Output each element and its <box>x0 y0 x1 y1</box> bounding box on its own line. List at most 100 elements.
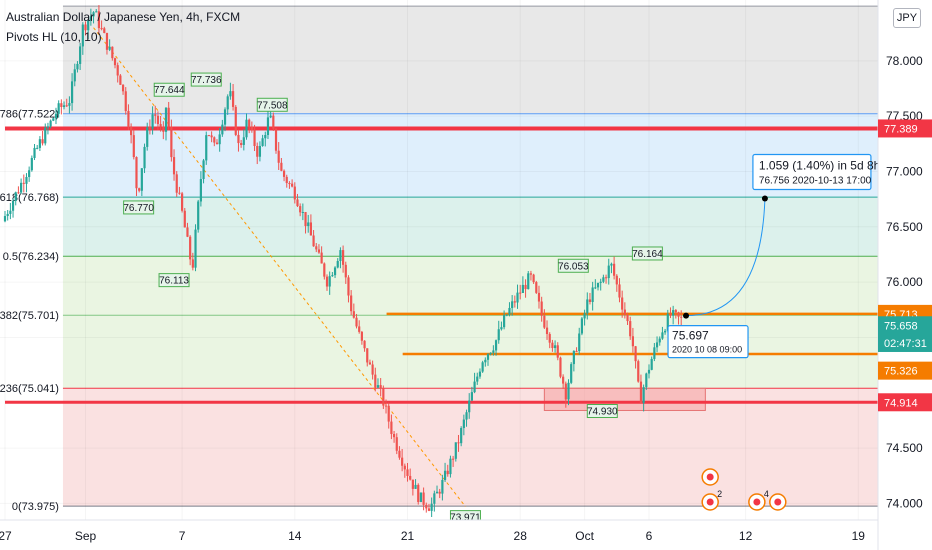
candle-body <box>202 160 205 180</box>
candle-body <box>556 345 559 358</box>
price-label-bg <box>878 316 932 335</box>
candle-body <box>6 213 9 217</box>
fib-label: 0.236(75.041) <box>0 383 59 395</box>
candle-body <box>489 352 492 355</box>
candle-body <box>572 350 575 365</box>
projection-curve <box>686 198 766 317</box>
candle-body <box>535 282 538 293</box>
candle-body <box>414 484 417 489</box>
candle-body <box>602 277 605 282</box>
candle-body <box>84 24 87 31</box>
candle-body <box>379 385 382 389</box>
candle-body <box>615 275 618 285</box>
candle-body <box>382 388 385 406</box>
candle-body <box>215 142 219 145</box>
candle-body <box>213 137 216 143</box>
candle-body <box>309 222 312 236</box>
candle-body <box>462 419 465 429</box>
candle-body <box>411 479 414 489</box>
price-label-bg <box>878 393 932 412</box>
y-tick-label: 78.000 <box>886 54 923 68</box>
candle-body <box>178 192 181 194</box>
indicator-label[interactable]: Pivots HL (10, 10) <box>6 30 102 44</box>
candle-body <box>79 46 82 64</box>
projection-change: 1.059 (1.40%) in 5d 8h <box>759 158 880 172</box>
candle-body <box>355 317 358 327</box>
fib-label: 0.382(75.701) <box>0 310 59 322</box>
price-label: 75.326 <box>884 366 918 378</box>
pivot-box <box>557 258 589 273</box>
candle-body <box>661 332 664 339</box>
candle-body <box>116 65 119 76</box>
candle-body <box>33 147 36 158</box>
currency-button[interactable]: JPY <box>893 8 921 28</box>
candle-body <box>312 235 315 247</box>
candle-body <box>588 299 592 302</box>
candle-body <box>384 405 388 407</box>
candle-body <box>443 470 447 480</box>
candle-body <box>392 434 396 438</box>
candle-body <box>591 287 594 302</box>
candle-body <box>41 139 44 144</box>
candle-body <box>315 246 318 250</box>
candle-body <box>304 212 307 227</box>
candle-body <box>154 114 157 116</box>
candle-body <box>11 200 15 211</box>
candle-body <box>371 364 374 375</box>
candle-body <box>419 492 423 502</box>
candle-body <box>481 362 484 372</box>
pivot-box <box>158 273 190 288</box>
candle-body <box>181 193 184 211</box>
pivot-box <box>190 72 222 87</box>
candle-body <box>344 264 347 278</box>
price-label: 74.914 <box>884 397 918 409</box>
candle-body <box>401 457 404 466</box>
pivot-label: 77.736 <box>191 75 222 86</box>
candle-body <box>266 117 270 135</box>
candle-body <box>148 127 151 129</box>
candle-body <box>537 292 541 302</box>
candle-body <box>113 58 117 66</box>
event-count: 2 <box>717 489 722 499</box>
candle-body <box>666 313 669 331</box>
price-label: 02:47:31 <box>884 338 927 350</box>
candle-body <box>25 177 28 184</box>
candle-body <box>553 345 557 349</box>
candle-body <box>68 103 71 106</box>
candle-body <box>296 199 299 207</box>
candle-body <box>403 465 406 470</box>
candle-body <box>92 12 95 17</box>
price-label-bg <box>878 119 932 138</box>
candle-body <box>301 212 304 214</box>
fib-zone <box>62 6 878 114</box>
price-label: 75.658 <box>884 320 918 332</box>
candle-body <box>250 126 253 130</box>
candle-body <box>352 311 355 318</box>
candle-body <box>253 129 256 147</box>
projection-box <box>752 153 872 191</box>
candle-body <box>138 188 141 191</box>
candle-body <box>645 373 648 388</box>
candle-body <box>360 331 363 341</box>
candle-body <box>626 314 629 322</box>
candle-body <box>261 138 264 146</box>
candle-body <box>76 63 79 70</box>
candle-body <box>20 182 23 193</box>
candle-body <box>9 210 12 214</box>
candle-body <box>124 91 127 112</box>
pivot-label: 76.164 <box>632 249 663 260</box>
fib-zone <box>62 315 878 389</box>
candle-body <box>130 126 133 136</box>
candle-body <box>17 192 20 194</box>
x-tick-label: Oct <box>575 529 594 543</box>
candle-body <box>492 350 495 353</box>
candle-body <box>570 364 573 383</box>
support-zone <box>543 387 706 411</box>
candle-body <box>486 354 490 360</box>
candle-body <box>49 120 52 127</box>
x-tick-label: 12 <box>739 529 753 543</box>
pivot-label: 74.930 <box>587 407 618 418</box>
candle-body <box>465 412 468 420</box>
